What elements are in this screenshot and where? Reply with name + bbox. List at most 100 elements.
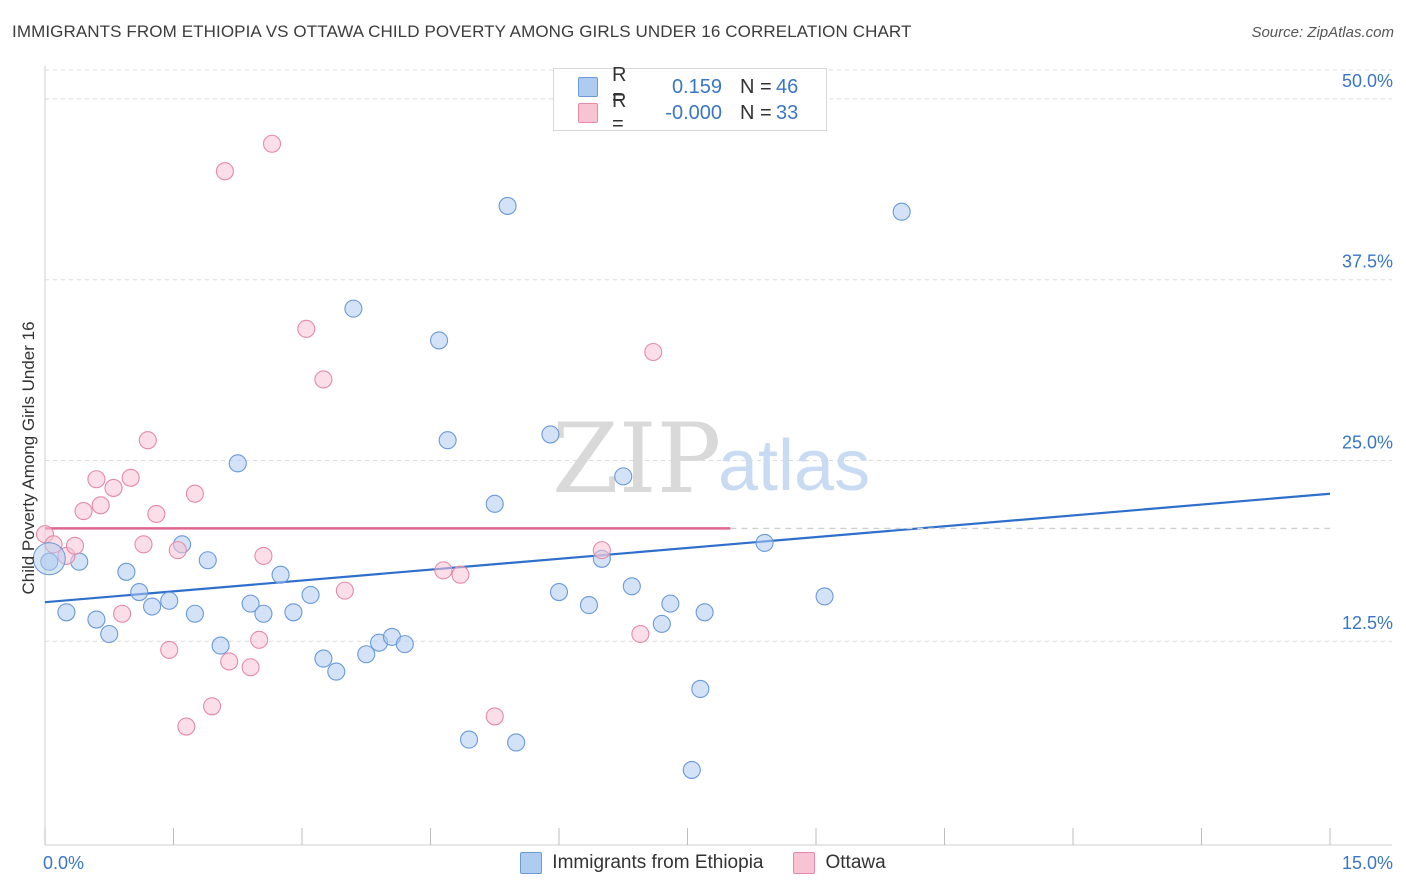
point-ottawa — [434, 561, 453, 580]
point-ottawa — [185, 484, 204, 503]
point-ethiopia — [622, 577, 641, 596]
point-ethiopia — [579, 596, 599, 615]
point-ottawa — [254, 546, 273, 565]
point-ethiopia — [652, 614, 671, 633]
point-ottawa — [168, 541, 187, 560]
point-ethiopia — [185, 604, 204, 623]
point-ottawa — [134, 535, 153, 554]
point-ottawa — [631, 624, 650, 644]
legend-n-value: 46 — [776, 75, 799, 98]
x-tick-label: 0.0% — [43, 853, 84, 873]
correlation-legend: R = 0.159 N = 46 R = -0.000 N = 33 — [553, 64, 827, 135]
point-ottawa — [250, 630, 269, 649]
point-ottawa — [451, 565, 470, 584]
point-ethiopia — [892, 202, 911, 221]
legend-row-ottawa: R = -0.000 N = 33 — [578, 90, 799, 135]
point-ethiopia — [57, 603, 76, 622]
legend-swatch-ottawa — [793, 852, 816, 874]
series-legend: Immigrants from Ethiopia Ottawa — [0, 852, 1406, 874]
point-ethiopia — [661, 594, 680, 613]
y-tick-label: 37.5% — [1342, 252, 1393, 272]
point-ethiopia — [549, 583, 569, 602]
legend-label-ethiopia: Immigrants from Ethiopia — [552, 852, 764, 873]
point-ethiopia — [755, 533, 774, 552]
point-ethiopia — [271, 565, 290, 584]
legend-row-ethiopia: R = 0.159 N = 46 — [578, 64, 799, 109]
point-ottawa — [160, 640, 179, 659]
point-ethiopia — [241, 594, 260, 613]
x-tick-label: 15.0% — [1342, 853, 1393, 873]
legend-n-label: N = — [740, 101, 772, 124]
point-ethiopia — [87, 610, 106, 629]
chart-title: IMMIGRANTS FROM ETHIOPIA VS OTTAWA CHILD… — [12, 22, 912, 41]
y-tick-label: 50.0% — [1342, 71, 1393, 91]
watermark-atlas: atlas — [718, 426, 870, 506]
data-points — [32, 134, 911, 779]
point-ethiopia — [614, 467, 633, 486]
legend-item-ethiopia[interactable]: Immigrants from Ethiopia — [520, 852, 763, 874]
point-ethiopia — [100, 624, 119, 644]
point-ottawa — [485, 707, 504, 726]
point-ethiopia — [130, 583, 149, 602]
point-ethiopia — [327, 662, 346, 681]
y-tick-label: 25.0% — [1342, 432, 1393, 452]
point-ethiopia — [143, 597, 162, 616]
point-ethiopia — [691, 679, 710, 699]
legend-swatch-ethiopia — [578, 77, 598, 97]
legend-r-label: R = — [612, 90, 627, 135]
point-ethiopia — [507, 733, 526, 752]
point-ethiopia — [160, 591, 179, 610]
trend-lines — [44, 492, 1331, 604]
legend-swatch-ottawa — [578, 103, 598, 123]
point-ethiopia — [254, 604, 273, 623]
legend-r-value: 0.159 — [671, 75, 722, 98]
legend-label-ottawa: Ottawa — [825, 852, 886, 873]
point-ethiopia — [211, 636, 230, 655]
point-ethiopia — [228, 454, 247, 473]
point-ethiopia — [117, 562, 136, 581]
point-ethiopia — [314, 649, 333, 668]
point-ottawa — [203, 697, 222, 716]
point-ottawa — [241, 658, 260, 677]
source-label: Source: ZipAtlas.com — [1251, 24, 1394, 41]
point-ottawa — [138, 431, 157, 450]
point-ottawa — [644, 342, 663, 362]
y-axis-label: Child Poverty Among Girls Under 16 — [19, 321, 38, 594]
watermark: ZIP atlas — [552, 403, 870, 515]
tick-labels: 12.5% 25.0% 37.5% 50.0% 0.0% 15.0% — [43, 71, 1393, 873]
point-ethiopia — [284, 603, 303, 622]
point-ethiopia — [430, 331, 449, 350]
legend-r-label: R = — [612, 64, 627, 109]
point-ethiopia-cluster — [32, 542, 66, 576]
legend-item-ottawa[interactable]: Ottawa — [793, 852, 886, 874]
point-ottawa — [335, 581, 354, 600]
point-ethiopia — [438, 431, 457, 450]
point-ottawa — [121, 468, 140, 487]
legend-r-value: -0.000 — [665, 101, 722, 124]
point-ethiopia — [395, 635, 414, 654]
legend-swatch-ethiopia — [520, 852, 543, 874]
point-ethiopia — [459, 730, 479, 749]
point-ethiopia — [198, 551, 217, 570]
trend-line-ethiopia — [44, 492, 1331, 604]
point-ottawa — [215, 162, 234, 181]
point-ottawa — [592, 541, 611, 560]
point-ottawa — [65, 536, 85, 555]
point-ottawa — [104, 478, 123, 497]
point-ethiopia — [344, 299, 363, 318]
point-ottawa — [220, 652, 239, 671]
y-tick-label: 12.5% — [1342, 613, 1393, 633]
point-ethiopia — [301, 585, 320, 605]
point-ethiopia — [498, 196, 517, 215]
point-ethiopia — [682, 760, 701, 779]
point-ottawa — [87, 470, 106, 489]
legend-n-label: N = — [740, 75, 772, 98]
point-ottawa — [297, 319, 316, 338]
point-ethiopia — [485, 494, 504, 513]
watermark-zip: ZIP — [552, 403, 721, 515]
point-ethiopia — [541, 425, 560, 444]
axes — [44, 66, 1392, 846]
point-ottawa — [147, 504, 166, 524]
legend-n-value: 33 — [776, 101, 799, 124]
